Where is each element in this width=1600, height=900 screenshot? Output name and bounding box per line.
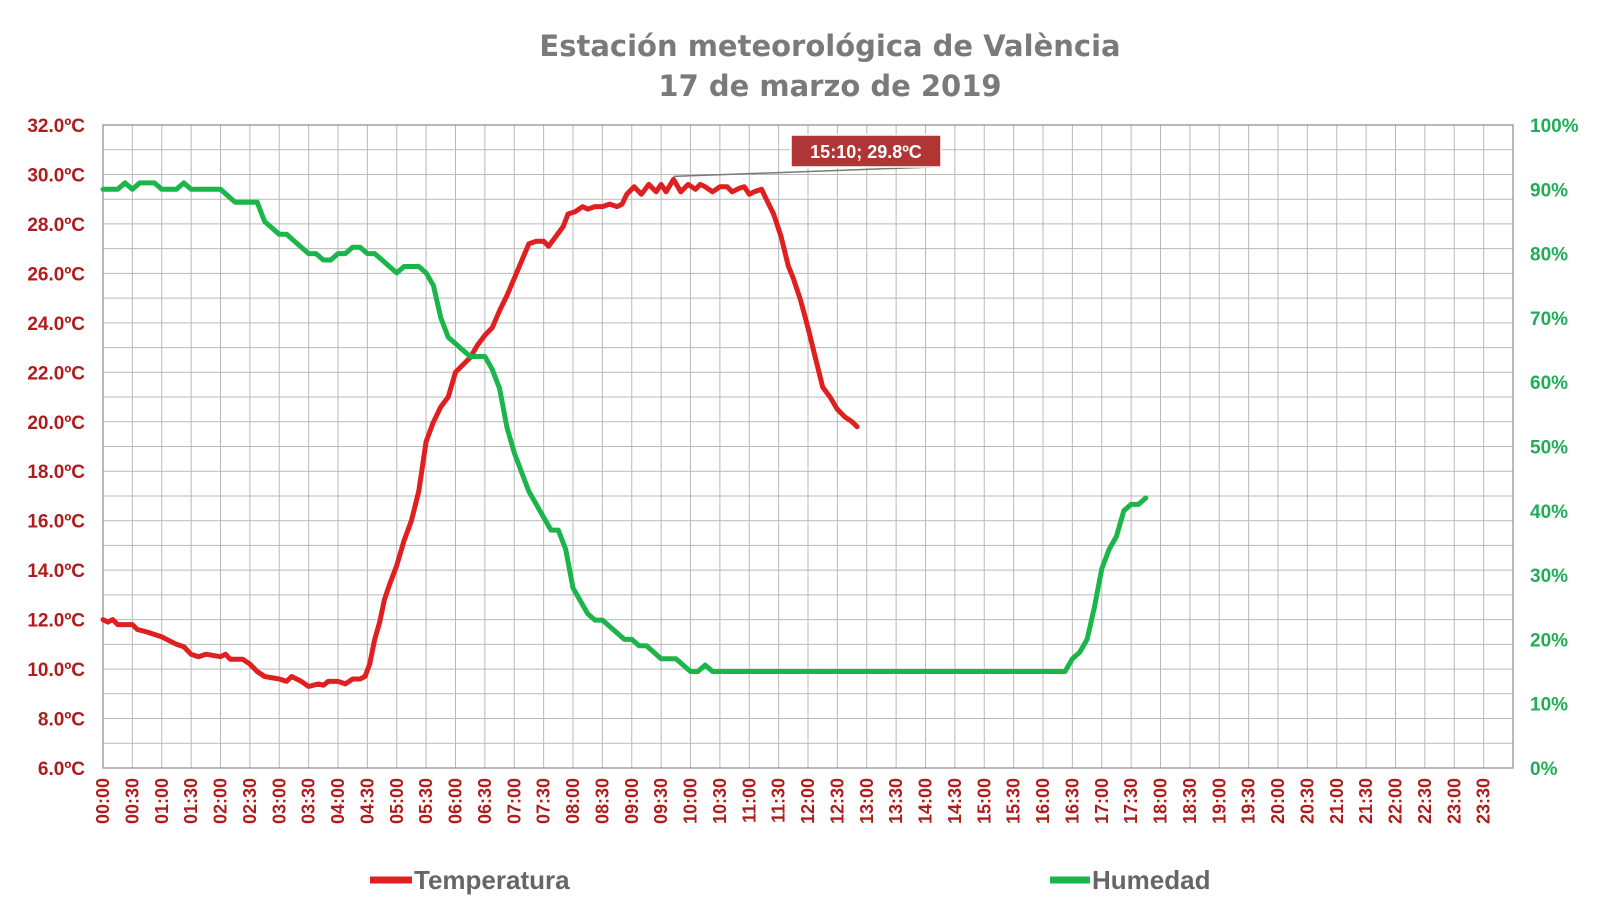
x-tick-label: 08:00 (563, 778, 583, 824)
x-tick-label: 23:00 (1444, 778, 1464, 824)
annotation-layer: 15:10; 29.8ºC (673, 134, 942, 178)
x-tick-label: 19:30 (1239, 778, 1259, 824)
legend-label-temperatura: Temperatura (414, 865, 570, 895)
x-tick-label: 02:00 (211, 778, 231, 824)
x-tick-label: 22:00 (1386, 778, 1406, 824)
x-tick-label: 15:00 (974, 778, 994, 824)
x-tick-label: 05:30 (416, 778, 436, 824)
x-tick-label: 14:30 (945, 778, 965, 824)
x-tick-label: 07:00 (504, 778, 524, 824)
x-tick-label: 09:00 (622, 778, 642, 824)
y-right-tick-label: 10% (1530, 695, 1568, 716)
y-right-tick-label: 60% (1530, 373, 1568, 394)
x-tick-label: 18:00 (1151, 778, 1171, 824)
y-right-tick-label: 90% (1530, 180, 1568, 201)
callout-label: 15:10; 29.8ºC (810, 142, 922, 162)
y-left-tick-label: 18.0ºC (27, 462, 85, 483)
y-axis-left: 6.0ºC 8.0ºC 10.0ºC 12.0ºC 14.0ºC 16.0ºC 18.0ºC… (27, 116, 85, 780)
x-tick-label: 18:30 (1180, 778, 1200, 824)
x-tick-label: 12:30 (827, 778, 847, 824)
x-tick-label: 07:30 (534, 778, 554, 824)
x-tick-label: 03:30 (299, 778, 319, 824)
y-left-tick-label: 26.0ºC (27, 264, 85, 285)
x-tick-label: 17:30 (1121, 778, 1141, 824)
x-tick-label: 20:00 (1268, 778, 1288, 824)
x-tick-label: 04:30 (357, 778, 377, 824)
y-right-tick-label: 20% (1530, 630, 1568, 651)
y-left-tick-label: 10.0ºC (27, 660, 85, 681)
x-tick-label: 22:30 (1415, 778, 1435, 824)
chart-title: Estación meteorológica de València (539, 29, 1120, 63)
callout-box (790, 134, 942, 168)
x-tick-label: 10:00 (681, 778, 701, 824)
legend: Temperatura Humedad (370, 865, 1210, 895)
x-tick-label: 04:00 (328, 778, 348, 824)
y-left-tick-label: 28.0ºC (27, 215, 85, 236)
x-tick-label: 05:00 (387, 778, 407, 824)
series-line-temperatura (100, 176, 860, 689)
y-left-tick-label: 24.0ºC (27, 314, 85, 335)
y-right-tick-label: 70% (1530, 309, 1568, 330)
x-tick-label: 20:30 (1297, 778, 1317, 824)
x-tick-label: 23:30 (1474, 778, 1494, 824)
y-left-tick-label: 32.0ºC (27, 116, 85, 137)
x-tick-label: 00:30 (122, 778, 142, 824)
x-tick-label: 17:00 (1092, 778, 1112, 824)
y-left-tick-label: 30.0ºC (27, 165, 85, 186)
y-left-tick-label: 12.0ºC (27, 611, 85, 632)
x-axis: 00:00 00:30 01:00 01:30 02:00 02:30 03:00 03:30… (93, 778, 1494, 824)
y-right-tick-label: 100% (1530, 116, 1579, 137)
y-left-tick-label: 8.0ºC (38, 710, 85, 731)
y-axis-right: 0% 10% 20% 30% 40% 50% 60% 70% 80% 90% 100% (1530, 116, 1579, 780)
series-layer (100, 176, 1149, 689)
x-tick-label: 11:30 (769, 778, 789, 823)
legend-label-humedad: Humedad (1092, 865, 1210, 895)
x-tick-label: 00:00 (93, 778, 113, 824)
x-tick-label: 01:00 (152, 778, 172, 824)
x-tick-label: 16:00 (1033, 778, 1053, 824)
x-tick-label: 16:30 (1062, 778, 1082, 824)
series-line-humedad (100, 180, 1149, 674)
y-right-tick-label: 80% (1530, 245, 1568, 266)
x-tick-label: 12:00 (798, 778, 818, 824)
plot-frame (102, 124, 1514, 769)
callout-leader (673, 166, 934, 178)
x-tick-label: 15:30 (1004, 778, 1024, 824)
y-left-tick-label: 20.0ºC (27, 413, 85, 434)
y-right-tick-label: 50% (1530, 438, 1568, 459)
x-tick-label: 13:30 (886, 778, 906, 824)
x-tick-label: 13:00 (857, 778, 877, 824)
x-tick-label: 06:00 (446, 778, 466, 824)
x-tick-label: 21:00 (1327, 778, 1347, 824)
x-tick-label: 11:00 (739, 778, 759, 823)
y-left-tick-label: 14.0ºC (27, 561, 85, 582)
x-tick-label: 10:30 (710, 778, 730, 824)
y-right-tick-label: 40% (1530, 502, 1568, 523)
x-tick-label: 21:30 (1356, 778, 1376, 824)
y-right-tick-label: 0% (1530, 759, 1558, 780)
x-tick-label: 06:30 (475, 778, 495, 824)
y-left-tick-label: 6.0ºC (38, 759, 85, 780)
x-tick-label: 14:00 (916, 778, 936, 824)
y-left-tick-label: 16.0ºC (27, 512, 85, 533)
x-tick-label: 09:30 (651, 778, 671, 824)
x-tick-label: 08:30 (592, 778, 612, 824)
x-tick-label: 19:00 (1209, 778, 1229, 824)
x-tick-label: 03:00 (269, 778, 289, 824)
y-left-tick-label: 22.0ºC (27, 363, 85, 384)
y-right-tick-label: 30% (1530, 566, 1568, 587)
x-tick-label: 02:30 (240, 778, 260, 824)
chart-subtitle: 17 de marzo de 2019 (658, 69, 1001, 103)
x-tick-label: 01:30 (181, 778, 201, 824)
